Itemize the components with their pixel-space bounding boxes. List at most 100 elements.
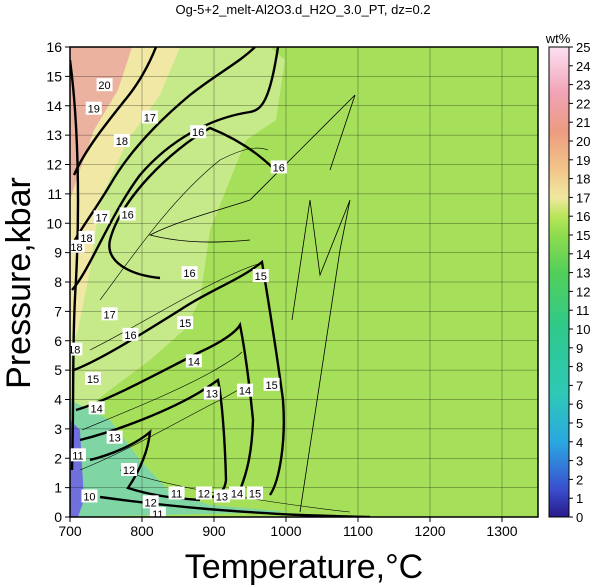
contour-label-text: 18: [70, 242, 82, 254]
colorbar-tick-label: 17: [576, 190, 590, 205]
colorbar-tick-label: 1: [576, 491, 583, 506]
contour-label-box: [101, 307, 118, 321]
y-tick-label: 0: [54, 509, 62, 525]
y-tick-label: 11: [47, 186, 62, 202]
contour-line-13: [79, 378, 228, 499]
contour-line-14: [75, 321, 255, 491]
contour-label-box: [185, 354, 202, 368]
x-tick-label: 900: [202, 523, 226, 539]
colorbar-tick-label: 12: [576, 284, 590, 299]
y-tick-label: 8: [54, 274, 62, 290]
contour-label-box: [263, 377, 280, 391]
y-axis-label: Pressure,kbar: [0, 177, 38, 389]
contour-label-box: [85, 371, 102, 385]
contour-label: 11: [70, 448, 86, 462]
contour-label-text: 11: [171, 489, 182, 501]
contour-label-text: 16: [273, 162, 285, 174]
contour-line-18: [72, 47, 158, 176]
contour-label-text: 18: [68, 345, 80, 357]
colorbar-tick-label: 4: [576, 435, 583, 450]
contour-label-text: 17: [144, 113, 156, 125]
contour-label-text: 13: [216, 491, 228, 503]
contour-label: 14: [185, 354, 202, 368]
y-tick-label: 6: [54, 333, 62, 349]
colorbar-tick-label: 18: [576, 172, 590, 187]
contour-label: 16: [190, 125, 207, 139]
contour-label-box: [247, 486, 264, 500]
contour-line-thin-c: [89, 263, 259, 351]
colorbar: wt% 012345678910111213141516171819202122…: [545, 31, 591, 525]
contour-label-text: 12: [198, 489, 210, 501]
colorbar-tick-label: 6: [576, 397, 583, 412]
colorbar-tick-label: 3: [576, 454, 583, 469]
y-tick-label: 16: [46, 39, 62, 55]
contour-label-text: 11: [152, 509, 163, 521]
colorbar-tick-label: 13: [576, 266, 590, 281]
contour-label-text: 13: [206, 389, 218, 401]
contour-label-text: 18: [116, 136, 128, 148]
y-tick-label: 9: [54, 245, 62, 261]
contour-label-text: 13: [109, 433, 121, 445]
colorbar-tick-label: 8: [576, 360, 583, 375]
contour-label: 13: [106, 430, 123, 445]
contour-label-box: [236, 383, 253, 397]
contour-label-box: [168, 486, 185, 500]
contour-label-box: [113, 134, 130, 147]
y-tick-label: 12: [46, 157, 62, 173]
y-tick-label: 4: [54, 392, 62, 408]
contour-label-text: 18: [80, 233, 92, 245]
contour-label-text: 15: [179, 318, 191, 330]
y-tick-label: 5: [54, 362, 62, 378]
contour-label-text: 11: [72, 450, 83, 462]
contour-label-box: [70, 342, 83, 356]
contour-label: 15: [252, 269, 269, 283]
contour-label-text: 15: [249, 489, 261, 501]
x-tick-label: 1000: [270, 523, 301, 539]
contour-label-box: [119, 207, 136, 221]
colorbar-tick-label: 0: [576, 510, 583, 525]
y-tick-label: 13: [46, 127, 62, 143]
colorbar-scale: [548, 46, 570, 518]
contour-label-box: [177, 316, 194, 330]
y-tick-label: 2: [54, 450, 62, 466]
contour-label: 12: [195, 486, 212, 501]
contour-label-box: [78, 230, 95, 244]
contour-label-text: 17: [96, 212, 108, 224]
contour-label-box: [270, 160, 287, 174]
contour-label-text: 14: [239, 386, 251, 398]
contour-label-box: [142, 495, 159, 509]
x-tick-label: 1300: [486, 523, 517, 539]
contour-label: 18: [113, 134, 130, 148]
contour-label-text: 15: [87, 374, 99, 386]
contour-label-text: 16: [192, 127, 204, 139]
contour-label: 16: [119, 207, 136, 221]
colorbar-tick-label: 14: [576, 247, 590, 262]
contour-label-text: 14: [231, 489, 243, 501]
contour-label-box: [121, 463, 138, 476]
contour-label: 12: [142, 495, 159, 509]
contour-label-text: 16: [183, 268, 195, 280]
y-tick-label: 15: [46, 68, 62, 84]
contour-label: 11: [149, 507, 166, 521]
colorbar-tick-label: 23: [576, 78, 590, 93]
contour-label-box: [141, 110, 158, 124]
contour-label: 17: [93, 210, 110, 224]
contour-label: 15: [247, 486, 264, 501]
colorbar-tick-label: 7: [576, 378, 583, 393]
contour-label: 16: [181, 266, 198, 280]
contour-label-text: 10: [83, 491, 95, 503]
contour-line-fold-2: [148, 94, 356, 243]
contour-line-16: [71, 47, 280, 291]
contour-label: 14: [236, 383, 253, 398]
contour-label-text: 12: [145, 497, 157, 509]
colorbar-tick-label: 24: [576, 59, 590, 74]
chart-title: Og-5+2_melt-Al2O3.d_H2O_3.0_PT, dz=0.2: [175, 2, 430, 17]
contour-line-16-inner: [108, 126, 276, 280]
contour-label: 17: [141, 110, 158, 125]
contour-label-box: [96, 78, 113, 92]
y-tick-label: 7: [54, 303, 62, 319]
